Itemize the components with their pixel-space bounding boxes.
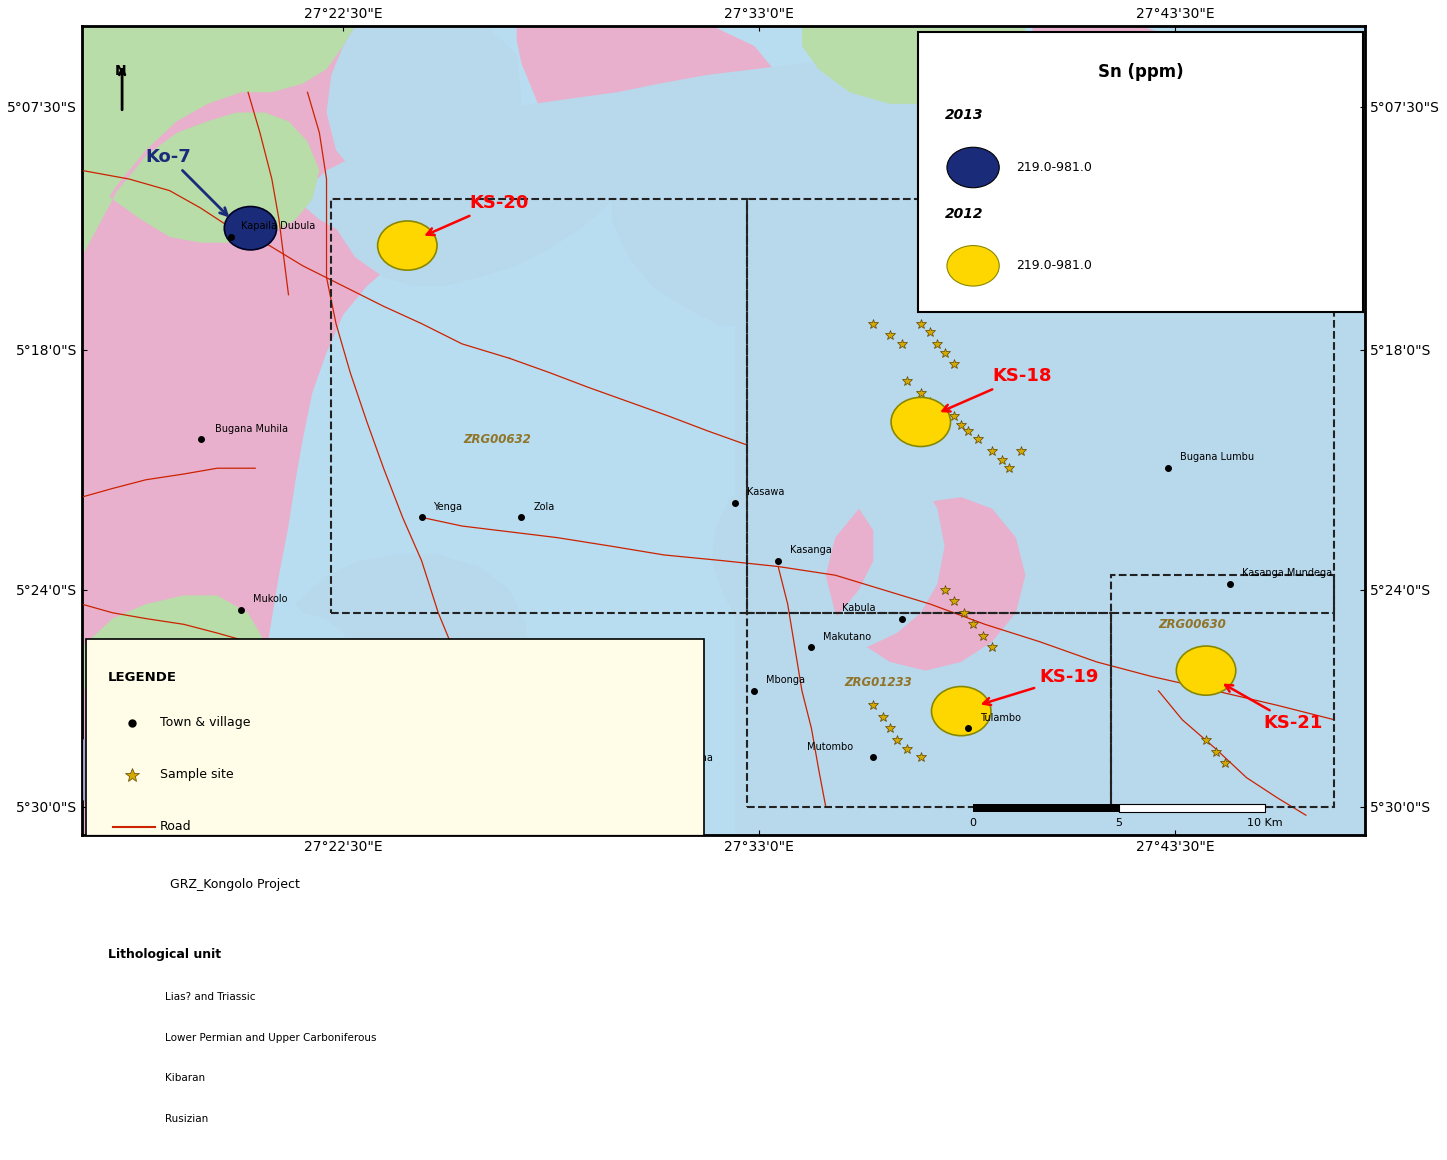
Text: Mbonga: Mbonga: [767, 675, 806, 686]
Polygon shape: [81, 26, 355, 258]
Bar: [331, 200, 747, 612]
Text: ZRG00630: ZRG00630: [1158, 618, 1226, 631]
Polygon shape: [826, 498, 1026, 670]
Polygon shape: [1026, 26, 1263, 237]
Polygon shape: [81, 595, 265, 740]
Text: Kasanga Mundega: Kasanga Mundega: [1242, 568, 1331, 578]
Polygon shape: [295, 64, 1033, 248]
Text: 219.0-981.0: 219.0-981.0: [1016, 260, 1091, 273]
Bar: [113, 1104, 155, 1130]
Text: Kibaran: Kibaran: [165, 1073, 205, 1083]
Polygon shape: [486, 26, 787, 208]
Text: 5: 5: [1116, 818, 1123, 828]
Ellipse shape: [378, 222, 437, 270]
Text: Luhonga: Luhonga: [634, 782, 676, 792]
Text: LEGENDE: LEGENDE: [109, 670, 177, 683]
Polygon shape: [81, 113, 320, 258]
Text: Kapaila Dubula: Kapaila Dubula: [242, 222, 315, 231]
Text: Kanduba: Kanduba: [593, 724, 635, 734]
Text: 0: 0: [969, 818, 977, 828]
Text: KS-19: KS-19: [983, 668, 1100, 705]
Text: KS-24: KS-24: [360, 639, 509, 688]
Text: 10 Km: 10 Km: [1247, 818, 1283, 828]
Text: Mutombo: Mutombo: [806, 741, 852, 752]
Text: ZRG00001: ZRG00001: [958, 237, 1026, 249]
Ellipse shape: [224, 206, 276, 249]
Text: Bugana Muhila: Bugana Muhila: [214, 423, 288, 434]
Text: Zola: Zola: [534, 501, 554, 512]
Text: 2012: 2012: [945, 206, 983, 220]
Polygon shape: [295, 554, 527, 711]
Text: Kabula: Kabula: [842, 603, 875, 612]
Text: Lusambilo: Lusambilo: [124, 770, 174, 781]
Bar: [747, 200, 1334, 612]
Bar: [113, 1023, 155, 1050]
Ellipse shape: [932, 687, 991, 735]
Text: Kahutu: Kahutu: [491, 753, 525, 763]
Bar: [1111, 575, 1334, 806]
Text: Makutano: Makutano: [823, 632, 871, 641]
Text: Lower Permian and Upper Carboniferous: Lower Permian and Upper Carboniferous: [165, 1032, 376, 1043]
Ellipse shape: [946, 246, 1000, 287]
Bar: [113, 1064, 155, 1090]
Text: Sn (ppm): Sn (ppm): [1098, 64, 1184, 81]
Text: Kasawa: Kasawa: [747, 487, 784, 498]
Text: Ko-7: Ko-7: [146, 147, 227, 216]
Polygon shape: [81, 26, 521, 835]
Text: KS-18: KS-18: [942, 368, 1052, 412]
Text: Bugana Lumbu: Bugana Lumbu: [1179, 452, 1255, 463]
Text: Rusizian: Rusizian: [165, 1114, 208, 1124]
Text: KS-20: KS-20: [427, 194, 528, 235]
Text: ZRG01233: ZRG01233: [844, 675, 912, 689]
FancyBboxPatch shape: [87, 639, 705, 1141]
Text: Lias? and Triassic: Lias? and Triassic: [165, 992, 255, 1002]
Text: Sample site: Sample site: [161, 768, 234, 781]
Bar: [113, 983, 155, 1009]
Text: Town & village: Town & village: [161, 716, 250, 730]
Text: Yenga: Yenga: [434, 501, 463, 512]
Polygon shape: [81, 26, 260, 835]
Polygon shape: [712, 200, 1366, 835]
Text: Mukolo: Mukolo: [253, 594, 288, 604]
Text: GRZ_Kongolo Project: GRZ_Kongolo Project: [169, 878, 300, 891]
Text: Road: Road: [161, 820, 192, 833]
Ellipse shape: [891, 398, 951, 447]
Text: Kafiye: Kafiye: [498, 675, 528, 686]
Text: 219.0-981.0: 219.0-981.0: [1016, 161, 1091, 174]
Text: Kisompa: Kisompa: [624, 689, 666, 699]
Polygon shape: [81, 728, 194, 827]
Text: 2013: 2013: [945, 108, 983, 123]
Polygon shape: [735, 200, 1366, 835]
Text: Lithological unit: Lithological unit: [109, 948, 221, 962]
Text: ZRG00632: ZRG00632: [464, 433, 531, 445]
FancyBboxPatch shape: [919, 31, 1363, 312]
Text: Tulambo: Tulambo: [980, 712, 1022, 723]
Text: Kahesha: Kahesha: [671, 753, 713, 763]
Text: KS-21: KS-21: [1226, 684, 1323, 732]
Bar: [747, 612, 1111, 806]
Ellipse shape: [1176, 646, 1236, 695]
Ellipse shape: [496, 672, 556, 722]
Polygon shape: [747, 200, 1205, 469]
Polygon shape: [327, 99, 945, 329]
Text: Kasanga: Kasanga: [790, 545, 832, 554]
Text: N: N: [114, 64, 126, 78]
Polygon shape: [327, 26, 521, 200]
Bar: [113, 873, 161, 902]
Ellipse shape: [946, 147, 1000, 188]
Polygon shape: [802, 26, 1026, 104]
